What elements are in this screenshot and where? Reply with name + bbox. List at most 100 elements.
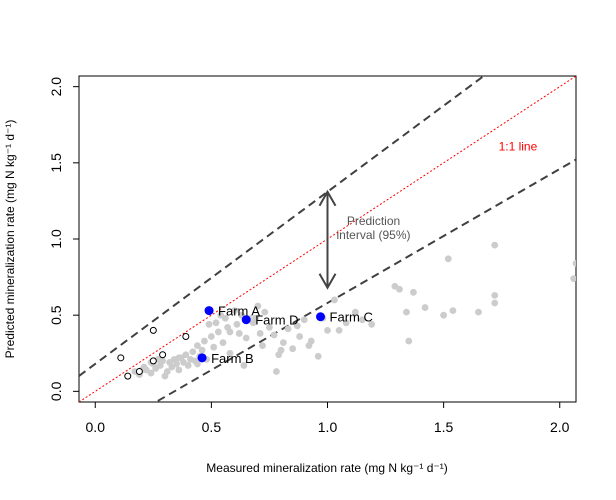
y-tick-label: 1.0 <box>48 229 64 249</box>
open-data-point <box>182 332 190 340</box>
open-data-point <box>124 372 132 380</box>
data-point <box>147 369 155 377</box>
x-tick-label: 2.0 <box>550 419 570 435</box>
data-point <box>335 327 343 334</box>
x-tick-label: 1.0 <box>318 419 338 435</box>
interval-arrow <box>318 189 337 290</box>
data-point <box>440 311 448 319</box>
data-point <box>217 311 225 319</box>
data-point <box>572 259 576 267</box>
data-point <box>449 307 457 314</box>
data-point <box>270 331 278 339</box>
data-point <box>277 346 285 354</box>
data-point <box>444 255 452 263</box>
data-point <box>342 319 350 327</box>
data-point <box>403 308 410 316</box>
open-data-point <box>159 351 167 359</box>
data-point <box>173 360 180 368</box>
data-point <box>242 334 250 342</box>
data-point <box>231 307 239 314</box>
data-point <box>212 319 220 327</box>
farm-a-label: Farm A <box>218 304 260 319</box>
data-point <box>259 342 266 350</box>
data-point <box>293 322 301 330</box>
y-tick-label: 2.0 <box>48 77 64 97</box>
y-tick-label: 0.5 <box>48 305 64 325</box>
data-point <box>300 316 308 324</box>
data-point <box>205 320 213 328</box>
open-data-point <box>117 354 125 362</box>
lower-interval-line <box>153 158 576 402</box>
data-point <box>240 362 248 369</box>
open-data-point <box>149 357 157 365</box>
farm-c-point <box>316 312 326 322</box>
data-point <box>194 360 201 368</box>
data-point <box>305 342 313 350</box>
data-point <box>210 343 218 351</box>
data-point <box>491 241 499 249</box>
data-point <box>570 275 576 283</box>
data-point <box>266 323 273 331</box>
data-point <box>252 314 259 322</box>
data-point <box>194 342 201 350</box>
data-point <box>396 285 403 293</box>
data-point <box>358 316 366 324</box>
farm-b-label: Farm B <box>211 351 254 366</box>
data-point <box>226 349 234 357</box>
data-point <box>175 366 183 374</box>
data-point <box>296 333 304 340</box>
data-point <box>233 320 241 328</box>
data-point <box>368 320 376 328</box>
data-point <box>175 354 183 362</box>
data-point <box>214 328 222 336</box>
data-point <box>201 337 208 345</box>
data-point <box>491 299 499 307</box>
data-point <box>184 362 192 369</box>
data-point <box>331 296 338 304</box>
data-point <box>226 328 234 336</box>
interval-arrow-head-bottom <box>318 273 337 290</box>
data-point <box>256 330 264 337</box>
data-point <box>314 352 322 360</box>
farm-d-point <box>241 315 251 325</box>
data-point <box>198 346 206 354</box>
data-point <box>410 288 417 296</box>
data-point <box>421 304 429 311</box>
data-point <box>254 302 262 310</box>
plot-layer <box>79 76 576 402</box>
interval-label-line1: Prediction <box>347 214 400 228</box>
x-axis-label: Measured mineralization rate (mg N kg⁻¹ … <box>206 461 447 475</box>
data-point <box>161 372 169 380</box>
farm-a-point <box>204 306 214 316</box>
farm-c-label: Farm C <box>330 310 373 325</box>
data-point <box>405 337 413 345</box>
farm-b-point <box>197 353 207 363</box>
farm-points <box>197 306 326 363</box>
data-point <box>182 351 190 359</box>
y-tick-label: 1.5 <box>48 153 64 173</box>
data-point <box>351 308 359 316</box>
data-point <box>219 339 227 346</box>
y-tick-label: 0.0 <box>48 381 64 401</box>
interval-arrow-head-top <box>318 189 337 207</box>
data-point <box>324 327 331 334</box>
data-point <box>491 291 499 299</box>
one-to-one-label: 1:1 line <box>499 140 538 154</box>
x-tick-label: 1.5 <box>434 419 454 435</box>
y-axis: 0.0 0.5 1.0 1.5 2.0 <box>48 77 79 401</box>
x-axis: 0.0 0.5 1.0 1.5 2.0 <box>86 402 570 435</box>
open-data-point <box>149 326 157 334</box>
x-tick-label: 0.5 <box>202 419 222 435</box>
data-point <box>207 333 215 340</box>
open-data-point <box>135 368 143 376</box>
data-point <box>235 330 243 337</box>
data-point <box>189 348 197 356</box>
y-axis-label: Predicted mineralization rate (mg N kg⁻¹… <box>3 120 17 359</box>
data-point <box>279 339 287 346</box>
data-point <box>289 345 297 353</box>
interval-label-line2: interval (95%) <box>336 228 410 242</box>
farm-d-label: Farm D <box>255 313 298 328</box>
data-point <box>475 308 482 316</box>
